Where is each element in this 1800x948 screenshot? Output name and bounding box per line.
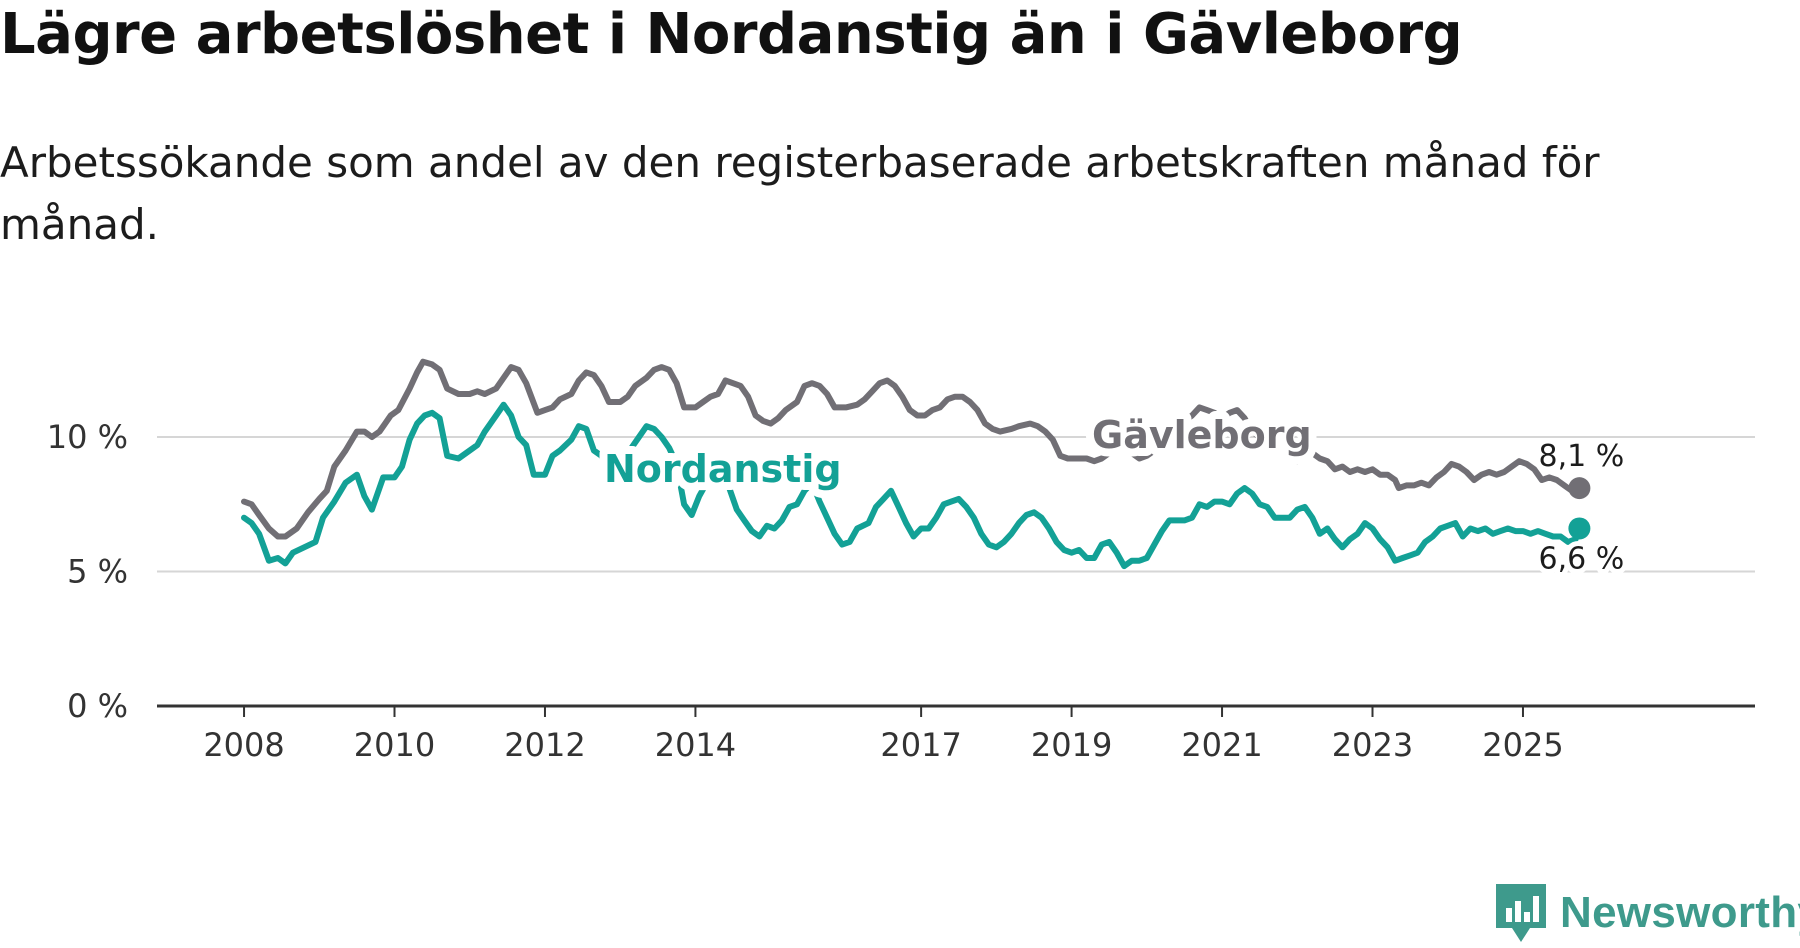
brand-name: Newsworthy — [1560, 888, 1800, 937]
end-label-halo: 8,1 % — [1539, 439, 1625, 474]
x-tick-label: 2014 — [655, 726, 736, 764]
y-tick-label: 0 % — [67, 687, 128, 725]
chart-title: Lägre arbetslöshet i Nordanstig än i Gäv… — [0, 2, 1463, 67]
x-tick-label: 2008 — [203, 726, 284, 764]
newsworthy-logo-icon — [1496, 884, 1546, 942]
x-tick-label: 2021 — [1181, 726, 1262, 764]
series-line-nordanstig — [241, 401, 1583, 570]
series-label-gävleborg: Gävleborg — [1092, 413, 1312, 457]
series-line-gävleborg — [241, 358, 1583, 540]
x-tick-label: 2012 — [504, 726, 585, 764]
end-value-label-gävleborg: 8,1 % — [1539, 439, 1625, 474]
end-label-halo: 6,6 % — [1539, 541, 1625, 576]
end-point-nordanstig — [1568, 517, 1591, 540]
brand-logo: Newsworthy — [1496, 884, 1800, 942]
chart-subtitle: Arbetssökande som andel av den registerb… — [0, 138, 1600, 249]
series-label-halo: Nordanstig — [604, 447, 842, 491]
series-label-halo: Gävleborg — [1092, 413, 1312, 457]
x-tick-label: 2023 — [1332, 726, 1413, 764]
x-tick-label: 2010 — [354, 726, 435, 764]
end-point-gävleborg — [1568, 477, 1591, 500]
series-label-nordanstig: Nordanstig — [604, 447, 842, 491]
x-tick-label: 2019 — [1031, 726, 1112, 764]
x-tick-label: 2025 — [1482, 726, 1563, 764]
y-tick-label: 5 % — [67, 553, 128, 591]
x-tick-label: 2017 — [880, 726, 961, 764]
y-tick-label: 10 % — [47, 418, 128, 456]
end-value-label-nordanstig: 6,6 % — [1539, 541, 1625, 576]
